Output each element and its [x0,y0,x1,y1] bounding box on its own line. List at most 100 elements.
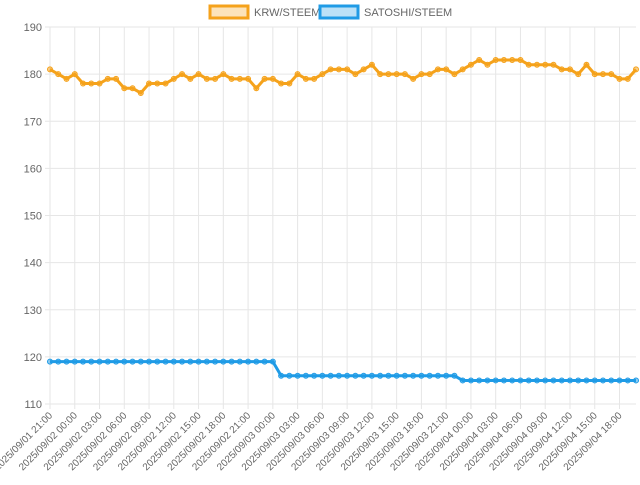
point [278,80,285,87]
point [451,372,458,379]
legend-item: KRW/STEEM [208,4,320,20]
point [47,66,53,73]
point [335,66,342,73]
point [393,372,400,379]
point [492,56,499,63]
point [566,66,573,73]
point [500,377,507,384]
point [550,377,557,384]
point [80,358,87,365]
point [377,71,384,78]
point [616,75,623,82]
point [302,372,309,379]
point [195,358,202,365]
point [360,66,367,73]
point [599,377,606,384]
point [63,75,70,82]
point [220,71,227,78]
point [344,66,351,73]
line [50,360,636,382]
point [443,66,450,73]
legend-swatch [208,4,250,20]
y-tick-label: 110 [24,399,42,411]
legend-label: KRW/STEEM [254,7,320,19]
point [509,377,516,384]
point [542,61,549,68]
point [624,75,631,82]
point [352,71,359,78]
point [517,377,524,384]
point [583,61,590,68]
point [146,358,153,365]
y-tick-label: 180 [24,69,42,81]
point [179,358,186,365]
point [228,358,235,365]
point [162,80,169,87]
point [236,75,243,82]
point [377,372,384,379]
point [220,358,227,365]
point [286,80,293,87]
point [212,75,219,82]
point [599,71,606,78]
point [335,372,342,379]
point [500,56,507,63]
point [261,358,268,365]
point [533,377,540,384]
point [467,61,474,68]
point [162,358,169,365]
point [608,71,615,78]
point [434,372,441,379]
point [401,372,408,379]
point [583,377,590,384]
point [542,377,549,384]
point [269,358,276,365]
point [443,372,450,379]
point [170,358,177,365]
point [253,85,260,92]
point [624,377,631,384]
point [410,75,417,82]
point [633,377,639,384]
point [261,75,268,82]
y-tick-label: 160 [24,163,42,175]
point [451,71,458,78]
point [245,75,252,82]
point [269,75,276,82]
legend-swatch [318,4,360,20]
y-tick-label: 190 [24,22,42,34]
y-tick-label: 130 [24,305,42,317]
point [591,71,598,78]
point [352,372,359,379]
point [418,71,425,78]
point [550,61,557,68]
point [121,358,128,365]
point [311,75,318,82]
point [187,358,194,365]
point [517,56,524,63]
point [385,372,392,379]
point [476,56,483,63]
point [55,71,62,78]
point [633,66,639,73]
point [434,66,441,73]
point [476,377,483,384]
point [228,75,235,82]
point [426,372,433,379]
point [104,75,111,82]
point [55,358,62,365]
point [71,358,78,365]
y-tick-label: 140 [24,258,42,270]
point [154,358,161,365]
point [401,71,408,78]
point [426,71,433,78]
point [88,80,95,87]
point [393,71,400,78]
point [96,358,103,365]
point [327,66,334,73]
point [575,71,582,78]
point [368,372,375,379]
point [203,358,210,365]
point [253,358,260,365]
